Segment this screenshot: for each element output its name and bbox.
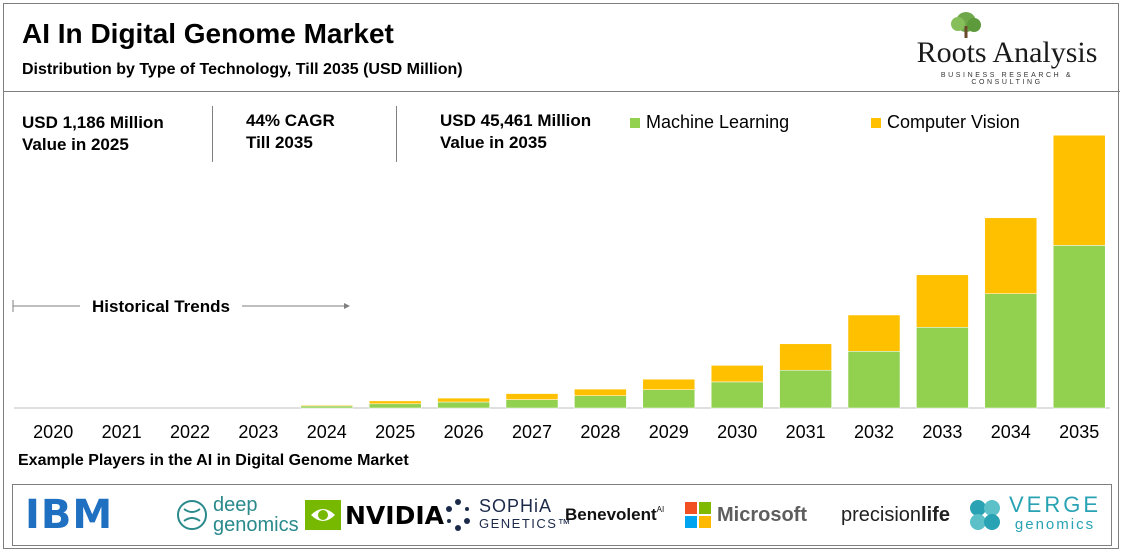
legend-label-machine-learning: Machine Learning (646, 112, 790, 132)
chart-title: AI In Digital Genome Market (22, 18, 394, 49)
x-tick-label-2026: 2026 (444, 422, 484, 442)
bar-machine-learning-2028 (574, 395, 627, 409)
bar-machine-learning-2033 (916, 327, 969, 409)
logo-benevolent-text: Benevolent (565, 505, 657, 524)
bar-computer-vision-2029 (642, 378, 696, 390)
bar-computer-vision-2028 (574, 388, 627, 396)
x-tick-label-2033: 2033 (922, 422, 962, 442)
historical-trends-arrow-icon (344, 303, 350, 309)
logo-deep-genomics-line2: genomics (213, 514, 299, 536)
bar-machine-learning-2027 (505, 399, 559, 409)
bar-machine-learning-2032 (847, 351, 901, 409)
x-tick-label-2024: 2024 (307, 422, 347, 442)
x-tick-label-2032: 2032 (854, 422, 894, 442)
bar-machine-learning-2024 (300, 405, 354, 409)
kpi-value-2035-amount: USD 45,461 Million (440, 111, 592, 130)
bar-computer-vision-2031 (779, 343, 832, 371)
logo-microsoft-text: Microsoft (717, 503, 807, 526)
x-tick-label-2028: 2028 (580, 422, 620, 442)
logo-benevolent: Benevolent AI (565, 485, 664, 545)
logo-nvidia-text: NVIDIA (345, 500, 444, 530)
players-title: Example Players in the AI in Digital Gen… (18, 452, 409, 469)
brand-logo: Roots Analysis BUSINESS RESEARCH & CONSU… (904, 12, 1110, 86)
kpi-cagr-label: Till 2035 (246, 133, 313, 152)
legend-swatch-machine-learning (630, 117, 640, 128)
chart-subtitle: Distribution by Type of Technology, Till… (22, 61, 463, 78)
bar-computer-vision-2025 (368, 400, 422, 405)
header-divider (4, 91, 1120, 92)
bar-computer-vision-2024 (300, 404, 354, 407)
kpi-value-2035-label: Value in 2035 (440, 133, 547, 152)
logo-sophia-line1: SOPHiA (479, 496, 553, 516)
logo-precisionlife: precision life (841, 485, 950, 545)
x-tick-label-2022: 2022 (170, 422, 210, 442)
bar-machine-learning-2026 (437, 401, 490, 409)
bar-computer-vision-2035 (1052, 134, 1106, 246)
historical-trends-label: Historical Trends (92, 297, 230, 316)
bar-machine-learning-2034 (984, 293, 1038, 409)
logo-precisionlife-text2: life (921, 503, 950, 526)
players-panel: IBM deep genomics NVIDIA (12, 484, 1112, 546)
bar-computer-vision-2027 (505, 393, 559, 400)
logo-sophia-line2: GENETICS™ (479, 516, 572, 531)
x-tick-label-2020: 2020 (33, 422, 73, 442)
kpi-value-2025: USD 1,186 Million Value in 2025 (22, 112, 164, 156)
kpi-divider (212, 106, 213, 162)
logo-ibm: IBM (25, 485, 113, 545)
bar-machine-learning-2035 (1052, 245, 1106, 409)
brand-tagline: BUSINESS RESEARCH & CONSULTING (940, 72, 1074, 86)
bar-machine-learning-2025 (368, 403, 422, 409)
logo-verge-line2: genomics (1014, 516, 1096, 533)
legend-label-computer-vision: Computer Vision (887, 112, 1020, 132)
sophia-dots-icon (446, 499, 470, 531)
x-tick-label-2034: 2034 (991, 422, 1031, 442)
bar-computer-vision-2030 (710, 365, 764, 383)
legend-machine-learning: Machine Learning (630, 112, 789, 133)
legend-computer-vision: Computer Vision (871, 112, 1020, 133)
bar-computer-vision-2032 (847, 314, 901, 352)
logo-benevolent-sup: AI (656, 504, 665, 514)
bar-computer-vision-2033 (916, 274, 969, 328)
nvidia-eye-icon (305, 500, 341, 530)
x-tick-label-2029: 2029 (649, 422, 689, 442)
x-tick-label-2027: 2027 (512, 422, 552, 442)
x-tick-label-2023: 2023 (238, 422, 278, 442)
x-tick-label-2031: 2031 (786, 422, 826, 442)
bar-computer-vision-2034 (984, 217, 1038, 294)
microsoft-windows-icon (685, 502, 711, 528)
logo-verge-line1: VERGE (1009, 492, 1102, 517)
logo-sophia-genetics: SOPHiA GENETICS™ (443, 485, 572, 545)
kpi-value-2035: USD 45,461 Million Value in 2035 (440, 110, 591, 154)
kpi-value-2025-label: Value in 2025 (22, 135, 129, 154)
logo-precisionlife-text1: precision (841, 503, 922, 526)
logo-microsoft: Microsoft (685, 485, 807, 545)
bar-machine-learning-2030 (710, 381, 764, 409)
logo-deep-genomics-line1: deep (213, 494, 258, 516)
verge-brain-icon (970, 500, 1000, 530)
x-tick-label-2025: 2025 (375, 422, 415, 442)
brand-name: Roots Analysis (916, 36, 1098, 69)
x-tick-label-2021: 2021 (102, 422, 142, 442)
x-tick-label-2030: 2030 (717, 422, 757, 442)
legend-swatch-computer-vision (871, 117, 881, 128)
bar-machine-learning-2031 (779, 369, 832, 409)
bar-computer-vision-2026 (437, 397, 490, 403)
logo-ibm-text: IBM (25, 492, 114, 538)
chart-frame: AI In Digital Genome Market Distribution… (3, 3, 1120, 549)
tree-icon (951, 12, 981, 38)
logo-deep-genomics: deep genomics (175, 485, 299, 545)
kpi-value-2025-amount: USD 1,186 Million (22, 113, 164, 132)
chart-plot: 2020 2021 2022 2023 2024 2025 2026 2027 2028 2029… (12, 134, 1110, 442)
logo-verge-genomics: VERGE genomics (965, 485, 1101, 545)
kpi-divider (396, 106, 397, 162)
x-tick-label-2035: 2035 (1059, 422, 1099, 442)
kpi-cagr-amount: 44% CAGR (246, 111, 335, 130)
deep-genomics-icon (177, 500, 207, 530)
logo-nvidia: NVIDIA (305, 485, 444, 545)
bar-machine-learning-2029 (642, 389, 696, 409)
kpi-cagr: 44% CAGR Till 2035 (246, 110, 335, 154)
